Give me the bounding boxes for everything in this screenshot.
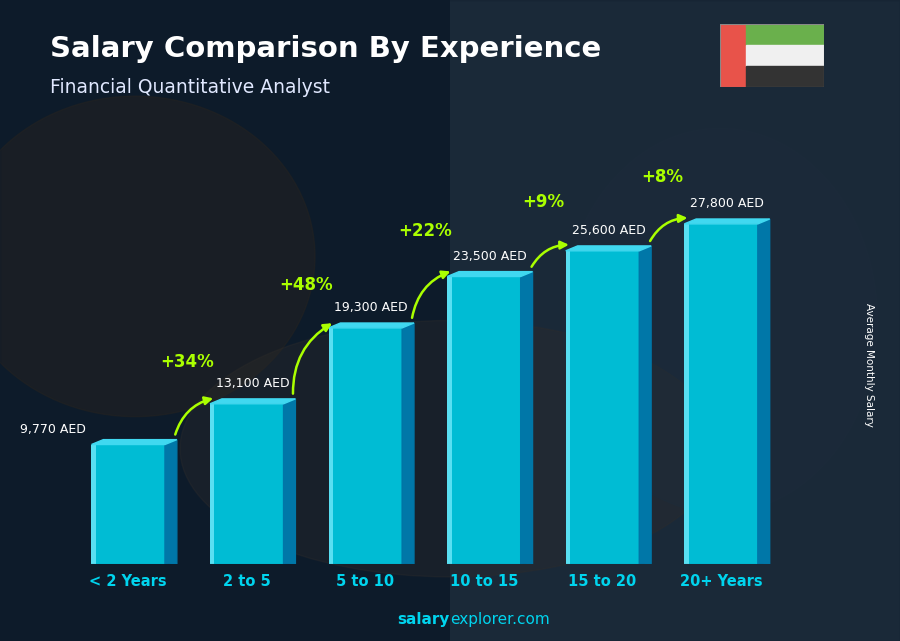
Text: +9%: +9% [522,193,564,211]
Polygon shape [566,246,651,251]
Ellipse shape [0,96,315,417]
Polygon shape [165,440,176,564]
Text: Salary Comparison By Experience: Salary Comparison By Experience [50,35,601,63]
FancyBboxPatch shape [566,251,639,564]
Text: Financial Quantitative Analyst: Financial Quantitative Analyst [50,78,329,97]
Text: salary: salary [398,612,450,627]
FancyBboxPatch shape [92,444,165,564]
Bar [720,24,746,87]
FancyBboxPatch shape [210,404,284,564]
Text: explorer.com: explorer.com [450,612,550,627]
FancyBboxPatch shape [328,328,402,564]
Polygon shape [402,323,414,564]
Text: +8%: +8% [641,169,683,187]
Polygon shape [210,399,295,404]
Text: 13,100 AED: 13,100 AED [216,378,290,390]
Text: +48%: +48% [279,276,333,294]
Polygon shape [639,246,651,564]
Ellipse shape [562,128,878,513]
Polygon shape [447,272,533,276]
Text: 9,770 AED: 9,770 AED [20,423,86,436]
Ellipse shape [180,320,720,577]
Text: 25,600 AED: 25,600 AED [572,224,645,237]
FancyBboxPatch shape [447,276,452,564]
Text: +34%: +34% [160,353,214,371]
Polygon shape [284,399,295,564]
Text: 27,800 AED: 27,800 AED [690,197,764,210]
FancyBboxPatch shape [210,404,214,564]
Bar [746,24,824,45]
Polygon shape [328,323,414,328]
FancyBboxPatch shape [684,224,758,564]
FancyBboxPatch shape [328,328,333,564]
Polygon shape [92,440,176,444]
Bar [746,45,824,65]
Polygon shape [758,219,770,564]
Text: 23,500 AED: 23,500 AED [453,250,526,263]
Bar [746,65,824,87]
Text: 19,300 AED: 19,300 AED [335,301,408,315]
Polygon shape [684,219,770,224]
FancyBboxPatch shape [92,444,96,564]
FancyBboxPatch shape [684,224,688,564]
Text: Average Monthly Salary: Average Monthly Salary [863,303,874,428]
Text: +22%: +22% [398,222,452,240]
Polygon shape [521,272,533,564]
FancyBboxPatch shape [566,251,571,564]
FancyBboxPatch shape [447,276,521,564]
